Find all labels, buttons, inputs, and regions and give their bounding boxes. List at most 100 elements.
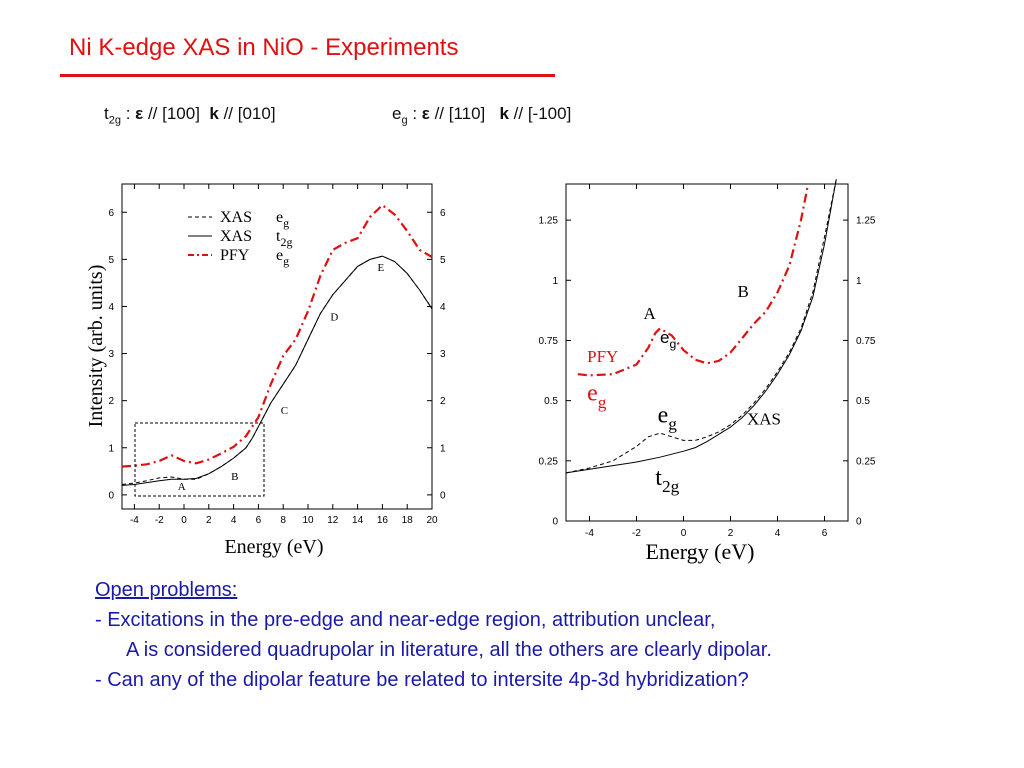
- y-tick-label-right: 4: [440, 302, 446, 313]
- x-tick-label: 6: [256, 515, 262, 526]
- x-tick-label: 14: [352, 515, 364, 526]
- annotation-label: A: [644, 304, 657, 323]
- y-tick-label-right: 1: [440, 443, 446, 454]
- x-tick-label: 0: [181, 515, 187, 526]
- series-group: [121, 203, 433, 486]
- y-tick-label: 1: [552, 276, 558, 287]
- t2g-k-direction: // [010]: [218, 104, 276, 123]
- x-tick-label: 2: [728, 528, 734, 539]
- y-tick-label-right: 2: [440, 396, 446, 407]
- series-group: [565, 179, 837, 474]
- annotation-group: A B C D E: [178, 262, 385, 493]
- annotation-group: A B XAS PFY eg eg eg t2g: [587, 282, 781, 496]
- annotation-label: E: [377, 262, 384, 274]
- y-tick-label-right: 1: [856, 276, 862, 287]
- y-tick-label: 3: [108, 349, 114, 360]
- x-tick-label: 10: [302, 515, 314, 526]
- y-tick-label: 5: [108, 255, 114, 266]
- y-tick-label: 1: [108, 443, 114, 454]
- tick-group: -4 -2 0 2 4 6 8 10 12 14 16 18 200 01 12 23 34 45 56 6: [108, 184, 446, 526]
- t2g-separator: :: [120, 104, 136, 123]
- annotation-label: B: [231, 471, 238, 483]
- notes-line-1: - Excitations in the pre-edge and near-e…: [95, 609, 716, 631]
- annotation-label: C: [281, 405, 288, 417]
- series-line-dashdot: [577, 183, 810, 377]
- y-tick-label-right: 5: [440, 255, 446, 266]
- y-tick-label: 4: [108, 302, 114, 313]
- open-problems: Open problems: - Excitations in the pre-…: [95, 575, 772, 695]
- xas-full-range-chart: -4 -2 0 2 4 6 8 10 12 14 16 18 200 01 12 23 34 45 56 6 ABCD…: [85, 183, 446, 558]
- eg-eps-direction: // [110]: [429, 104, 500, 123]
- orbital-label: eg: [660, 328, 676, 351]
- slide-title: Ni K-edge XAS in NiO - Experiments: [69, 34, 459, 61]
- legend-label: XAS: [220, 228, 252, 245]
- x-tick-label: 20: [426, 515, 438, 526]
- y-tick-label: 0.5: [544, 396, 558, 407]
- y-tick-label-right: 0.25: [856, 456, 876, 467]
- annotation-label: PFY: [587, 347, 618, 366]
- eg-polarization: eg : ε // [110] k // [-100]: [392, 104, 571, 126]
- plot-frame: [121, 183, 433, 510]
- annotation-label: XAS: [747, 410, 781, 429]
- y-tick-label: 0: [552, 517, 558, 528]
- x-tick-label: 16: [377, 515, 389, 526]
- y-axis-label: Intensity (arb. units): [85, 265, 107, 428]
- eg-subscript: g: [401, 114, 408, 127]
- t2g-symbol: t: [104, 104, 109, 123]
- pre-edge-zoom-box: [134, 422, 265, 497]
- series-line-dashed: [565, 179, 837, 474]
- x-tick-label: 4: [231, 515, 237, 526]
- eg-epsilon: ε: [421, 104, 430, 123]
- x-tick-label: -4: [130, 515, 139, 526]
- x-tick-label: 8: [280, 515, 286, 526]
- annotation-label: D: [330, 312, 338, 324]
- x-tick-label: 4: [775, 528, 781, 539]
- y-tick-label-right: 0.5: [856, 396, 870, 407]
- x-tick-label: -4: [585, 528, 594, 539]
- t2g-polarization: t2g : ε // [100] k // [010]: [104, 104, 276, 126]
- series-line-dashed: [121, 255, 433, 485]
- x-axis-label: Energy (eV): [646, 539, 755, 564]
- notes-line-3: - Can any of the dipolar feature be rela…: [95, 669, 749, 691]
- x-tick-label: 6: [822, 528, 828, 539]
- xas-pre-edge-chart: -4 -2 0 2 4 6 0 0 0.25 0.25 0.5 0.5 0.75 0.75 1 1 1.25 1.…: [539, 179, 876, 564]
- plot-frame: [565, 183, 849, 522]
- legend-orbital: eg: [276, 209, 289, 230]
- y-tick-label: 0: [108, 490, 114, 501]
- y-tick-label-right: 6: [440, 208, 446, 219]
- eg-k: k: [499, 104, 509, 123]
- y-tick-label-right: 3: [440, 349, 446, 360]
- y-tick-label: 6: [108, 208, 114, 219]
- y-tick-label-right: 0: [440, 490, 446, 501]
- x-tick-label: 18: [402, 515, 414, 526]
- annotation-label: B: [738, 282, 749, 301]
- orbital-label: t2g: [655, 465, 679, 496]
- y-tick-label-right: 0: [856, 517, 862, 528]
- x-tick-label: -2: [155, 515, 164, 526]
- t2g-epsilon: ε: [135, 104, 144, 123]
- x-tick-label: 0: [681, 528, 687, 539]
- series-line-solid: [121, 255, 433, 486]
- series-line-solid: [565, 179, 837, 474]
- eg-k-direction: // [-100]: [508, 104, 572, 123]
- title-underline: [60, 74, 555, 77]
- orbital-label: eg: [658, 402, 678, 433]
- series-line-dashdot: [121, 203, 433, 468]
- orbital-label: eg: [587, 381, 607, 412]
- legend-label: PFY: [220, 247, 250, 264]
- y-tick-label: 0.25: [539, 456, 559, 467]
- tick-group: -4 -2 0 2 4 6 0 0 0.25 0.25 0.5 0.5 0.75 0.75 1 1 1.25 1.…: [539, 184, 876, 539]
- t2g-k: k: [209, 104, 219, 123]
- annotation-label: A: [178, 481, 186, 493]
- y-tick-label-right: 1.25: [856, 216, 876, 227]
- notes-heading: Open problems:: [95, 579, 238, 601]
- y-tick-label-right: 0.75: [856, 336, 876, 347]
- notes-line-2: A is considered quadrupolar in literatur…: [126, 639, 772, 661]
- x-tick-label: 2: [206, 515, 212, 526]
- legend-label: XAS: [220, 209, 252, 226]
- y-tick-label: 0.75: [539, 336, 559, 347]
- y-tick-label: 1.25: [539, 216, 559, 227]
- legend-orbital: eg: [276, 247, 289, 268]
- y-tick-label: 2: [108, 396, 114, 407]
- x-axis-label: Energy (eV): [224, 536, 323, 558]
